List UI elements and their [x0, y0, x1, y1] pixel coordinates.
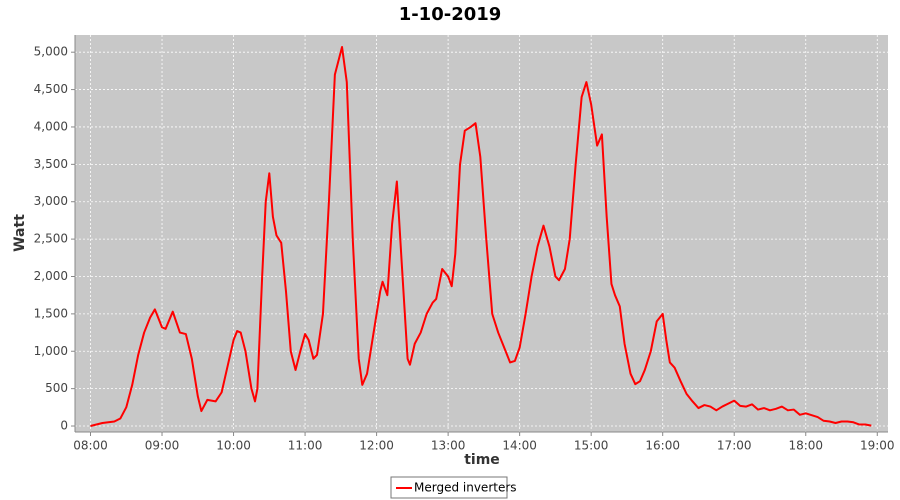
y-axis-label: Watt: [12, 214, 28, 252]
y-tick-label: 4,000: [34, 119, 68, 133]
x-tick-label: 11:00: [288, 439, 323, 453]
y-tick-label: 1,000: [34, 344, 68, 358]
x-tick-label: 14:00: [502, 439, 537, 453]
x-tick-label: 17:00: [717, 439, 752, 453]
y-tick-label: 0: [60, 419, 68, 433]
x-tick-label: 10:00: [216, 439, 251, 453]
y-tick-label: 3,000: [34, 194, 68, 208]
x-tick-label: 13:00: [431, 439, 466, 453]
y-tick-label: 500: [45, 381, 68, 395]
y-tick-label: 3,500: [34, 157, 68, 171]
chart-title: 1-10-2019: [399, 4, 502, 25]
x-tick-label: 16:00: [645, 439, 680, 453]
x-tick-label: 09:00: [145, 439, 180, 453]
y-tick-label: 2,000: [34, 269, 68, 283]
x-tick-label: 08:00: [73, 439, 108, 453]
x-tick-label: 12:00: [359, 439, 394, 453]
y-tick-label: 4,500: [34, 82, 68, 96]
x-axis-label: time: [464, 452, 500, 468]
y-tick-label: 2,500: [34, 232, 68, 246]
y-tick-label: 5,000: [34, 45, 68, 59]
legend: [390, 476, 508, 499]
x-tick-label: 15:00: [574, 439, 609, 453]
plot-area: [75, 35, 888, 432]
y-tick-label: 1,500: [34, 306, 68, 320]
x-tick-label: 18:00: [788, 439, 823, 453]
series-line: [90, 45, 872, 427]
x-tick-label: 19:00: [860, 439, 895, 453]
legend-label: Merged inverters: [414, 481, 517, 495]
